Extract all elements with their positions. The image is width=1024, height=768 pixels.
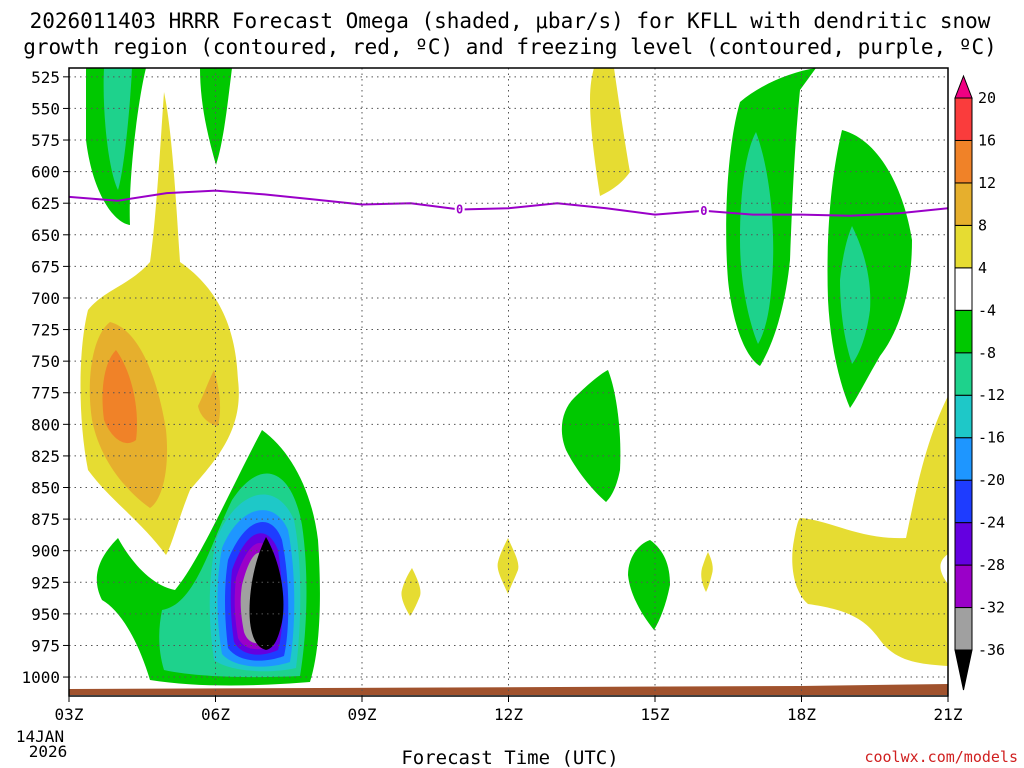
colorbar: 20 16 12 8 4 -4 -8 -12 -16 -20 -24 -28 -32 -36: [954, 74, 1005, 691]
freezing-level-label: 0: [700, 204, 707, 218]
y-tick-label: 675: [31, 257, 60, 276]
x-tick-label: 06Z: [201, 705, 230, 724]
y-tick-label: 850: [31, 479, 60, 498]
colorbar-label: 12: [978, 174, 996, 192]
y-tick-label: 775: [31, 384, 60, 403]
omega-region-sinking-20z: [792, 396, 948, 666]
y-axis-ticks: 525 550 575 600 625 650 675 700 725 750 775 800 825 8…: [21, 68, 69, 687]
freezing-level-line: [69, 189, 948, 217]
colorbar-box: [954, 522, 973, 566]
colorbar-box: [954, 394, 973, 439]
x-tick-label: 18Z: [787, 705, 816, 724]
x-tick-label: 09Z: [348, 705, 377, 724]
colorbar-label: 4: [978, 259, 987, 277]
colorbar-label: -4: [978, 301, 996, 319]
y-tick-label: 625: [31, 194, 60, 213]
colorbar-box: [954, 139, 973, 184]
x-tick-label: 03Z: [55, 705, 84, 724]
omega-region-sinking-lobe: [198, 370, 221, 426]
plot-frame: [68, 67, 949, 697]
omega-shading: [69, 68, 948, 686]
y-tick-label: 950: [31, 605, 60, 624]
colorbar-box: [954, 224, 973, 269]
x-axis-ticks: 03Z 06Z 09Z 12Z 15Z 18Z 21Z: [55, 696, 963, 724]
freezing-level-label: 0: [456, 203, 463, 217]
colorbar-max-triangle: [954, 74, 973, 99]
y-tick-label: 925: [31, 573, 60, 592]
y-tick-label: 800: [31, 415, 60, 434]
y-tick-label: 550: [31, 99, 60, 118]
colorbar-box: [954, 437, 973, 481]
omega-region-spot-16z: [701, 552, 713, 592]
colorbar-label: 8: [978, 216, 987, 234]
x-tick-label: 15Z: [641, 705, 670, 724]
omega-region-upper-left-core: [103, 68, 132, 190]
x-axis-label: Forecast Time (UTC): [401, 747, 618, 768]
freezing-label-bg: [454, 202, 465, 216]
omega-region-ascent-19z-core: [840, 226, 871, 364]
colorbar-label: -12: [978, 386, 1005, 404]
y-tick-label: 875: [31, 510, 60, 529]
x-tick-label: 12Z: [494, 705, 523, 724]
colorbar-box: [954, 607, 973, 651]
y-tick-label: 725: [31, 321, 60, 340]
x-tick-label: 21Z: [934, 705, 963, 724]
colorbar-label: -8: [978, 344, 996, 362]
x-date-line-2: 2026: [29, 742, 68, 761]
y-tick-label: 900: [31, 542, 60, 561]
gridlines: [69, 68, 948, 696]
omega-region-spot-12z: [497, 538, 519, 594]
colorbar-label: 20: [978, 89, 996, 107]
freezing-label-bg: [698, 203, 709, 217]
omega-region-mid-ascent-14z: [561, 370, 621, 502]
omega-region-ascent-17z-core: [740, 132, 774, 344]
x-date-line-1: 14JAN: [16, 727, 64, 746]
colorbar-box: [954, 267, 973, 311]
omega-region-sinking-max: [102, 350, 138, 444]
y-tick-label: 975: [31, 636, 60, 655]
colorbar-label: -24: [978, 514, 1005, 532]
colorbar-label: 16: [978, 132, 996, 150]
colorbar-label: -36: [978, 641, 1005, 659]
colorbar-box: [954, 182, 973, 226]
y-tick-label: 575: [31, 131, 60, 150]
y-tick-label: 600: [31, 163, 60, 182]
colorbar-box: [954, 479, 973, 524]
colorbar-box: [954, 564, 973, 609]
omega-region-upper-06z: [200, 68, 232, 165]
y-tick-label: 700: [31, 289, 60, 308]
omega-region-ascent-36: [249, 537, 284, 650]
omega-region-lower-ascent-15z: [628, 540, 670, 630]
y-tick-label: 1000: [21, 668, 60, 687]
credit-text: coolwx.com/models: [864, 748, 1018, 766]
colorbar-min-triangle: [954, 649, 973, 691]
y-tick-label: 650: [31, 226, 60, 245]
colorbar-box: [954, 97, 973, 141]
omega-region-upper-14z: [590, 68, 630, 196]
colorbar-label: -28: [978, 556, 1005, 574]
colorbar-label: -32: [978, 599, 1005, 617]
omega-region-spot-10z: [401, 568, 421, 616]
colorbar-label: -20: [978, 471, 1005, 489]
y-tick-label: 825: [31, 447, 60, 466]
colorbar-label: -16: [978, 429, 1005, 447]
y-tick-label: 750: [31, 352, 60, 371]
chart-title-line-2: growth region (contoured, red, ºC) and f…: [23, 35, 997, 59]
y-tick-label: 525: [31, 68, 60, 87]
colorbar-box: [954, 352, 973, 396]
colorbar-box: [954, 309, 973, 354]
chart-title-line-1: 2026011403 HRRR Forecast Omega (shaded, …: [30, 9, 991, 33]
